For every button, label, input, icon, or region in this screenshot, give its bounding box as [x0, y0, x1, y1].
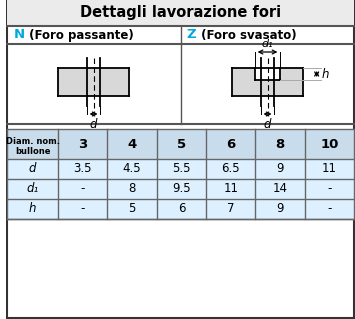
- Text: d: d: [29, 162, 36, 175]
- Text: 14: 14: [273, 182, 288, 196]
- Text: 10: 10: [320, 137, 339, 151]
- Text: 11: 11: [223, 182, 238, 196]
- Text: d: d: [90, 118, 97, 131]
- Text: Z: Z: [186, 28, 196, 41]
- Text: 6: 6: [226, 137, 235, 151]
- Bar: [255, 68, 280, 80]
- Text: (Foro svasato): (Foro svasato): [197, 28, 296, 41]
- Bar: [7, 199, 354, 219]
- Bar: [7, 0, 354, 26]
- Text: 9.5: 9.5: [172, 182, 191, 196]
- Text: 6: 6: [178, 203, 185, 216]
- Text: 5: 5: [129, 203, 136, 216]
- Text: Diam. nom.: Diam. nom.: [6, 137, 60, 145]
- Text: 8: 8: [129, 182, 136, 196]
- Bar: [7, 159, 354, 179]
- Text: 5.5: 5.5: [172, 162, 191, 175]
- Text: -: -: [327, 182, 332, 196]
- Text: Dettagli lavorazione fori: Dettagli lavorazione fori: [80, 5, 281, 20]
- Text: 4.5: 4.5: [123, 162, 141, 175]
- Text: (Foro passante): (Foro passante): [25, 28, 133, 41]
- Text: 3: 3: [78, 137, 87, 151]
- Text: -: -: [81, 182, 85, 196]
- Text: h: h: [29, 203, 36, 216]
- Text: 5: 5: [177, 137, 186, 151]
- Text: 7: 7: [227, 203, 235, 216]
- Bar: [7, 179, 354, 199]
- Text: 11: 11: [322, 162, 337, 175]
- Text: -: -: [81, 203, 85, 216]
- Text: bullone: bullone: [15, 146, 50, 155]
- Text: 6.5: 6.5: [222, 162, 240, 175]
- Bar: [232, 68, 303, 96]
- Text: 9: 9: [276, 162, 284, 175]
- Text: N: N: [14, 28, 25, 41]
- Text: d₁: d₁: [262, 39, 273, 49]
- Bar: [58, 68, 129, 96]
- Text: d₁: d₁: [27, 182, 39, 196]
- Text: 9: 9: [276, 203, 284, 216]
- Text: 8: 8: [275, 137, 285, 151]
- Text: -: -: [327, 203, 332, 216]
- Text: h: h: [322, 68, 329, 80]
- Bar: [7, 129, 354, 159]
- Text: 4: 4: [127, 137, 137, 151]
- Text: d: d: [264, 118, 271, 131]
- Text: 3.5: 3.5: [73, 162, 92, 175]
